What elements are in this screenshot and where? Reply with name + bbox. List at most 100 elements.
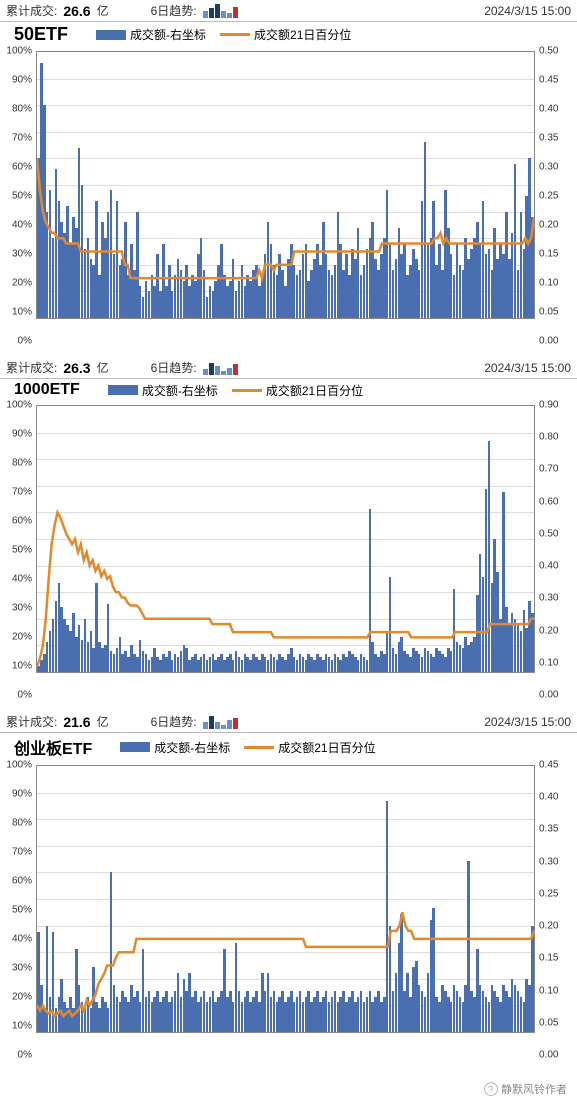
y-left-tick: 0% xyxy=(4,690,32,701)
spark-bar xyxy=(233,718,238,729)
y-left-tick: 40% xyxy=(4,934,32,945)
y-right-tick: 0.25 xyxy=(539,888,571,899)
bar xyxy=(531,613,534,672)
y-right-tick: 0.90 xyxy=(539,400,571,411)
bar-swatch-icon xyxy=(120,742,150,752)
y-left-tick: 30% xyxy=(4,249,32,260)
legend-bar-label: 成交额-右坐标 xyxy=(154,739,230,756)
y-right-tick: 0.00 xyxy=(539,690,571,701)
cum-unit: 亿 xyxy=(97,713,109,730)
bar-swatch-icon xyxy=(96,30,126,40)
chart-panel: 累计成交:26.3亿6日趋势:2024/3/15 15:001000ETF成交额… xyxy=(0,357,577,691)
cum-unit: 亿 xyxy=(97,2,109,19)
legend-line: 成交额21日百分位 xyxy=(232,382,363,399)
spark-bar xyxy=(221,725,226,729)
chart-title: 创业板ETF xyxy=(14,735,92,759)
y-left-tick: 80% xyxy=(4,104,32,115)
y-left-tick: 50% xyxy=(4,545,32,556)
spark-bar xyxy=(209,363,214,375)
spark-bar xyxy=(221,11,226,18)
y-right-tick: 0.40 xyxy=(539,792,571,803)
spark-bar xyxy=(209,8,214,18)
y-left-tick: 70% xyxy=(4,133,32,144)
y-left-tick: 90% xyxy=(4,75,32,86)
chart-area: 0%10%20%30%40%50%60%70%80%90%100%0.000.1… xyxy=(0,401,577,691)
y-left-tick: 70% xyxy=(4,847,32,858)
legend-line-label: 成交额21日百分位 xyxy=(266,382,363,399)
chart-panel: 累计成交:21.6亿6日趋势:2024/3/15 15:00创业板ETF成交额-… xyxy=(0,711,577,1051)
watermark-text: 静默风铃作者 xyxy=(501,1081,567,1097)
y-left-tick: 10% xyxy=(4,1021,32,1032)
cum-value: 26.3 xyxy=(63,360,90,376)
y-right-tick: 0.30 xyxy=(539,856,571,867)
timestamp: 2024/3/15 15:00 xyxy=(484,361,571,375)
plot xyxy=(36,51,535,319)
y-right-tick: 0.40 xyxy=(539,104,571,115)
spark-bar xyxy=(215,366,220,375)
y-left-tick: 60% xyxy=(4,876,32,887)
y-right-tick: 0.40 xyxy=(539,561,571,572)
chart-title: 50ETF xyxy=(14,24,68,45)
y-right-tick: 0.00 xyxy=(539,336,571,347)
y-right-tick: 0.00 xyxy=(539,1050,571,1061)
cum-label: 累计成交: xyxy=(6,2,57,19)
bar xyxy=(531,217,534,318)
y-left-tick: 0% xyxy=(4,1050,32,1061)
y-left-tick: 80% xyxy=(4,458,32,469)
y-right-tick: 0.30 xyxy=(539,593,571,604)
y-left-tick: 10% xyxy=(4,307,32,318)
y-right-tick: 0.80 xyxy=(539,432,571,443)
spark-bar xyxy=(203,369,208,375)
legend-bar: 成交额-右坐标 xyxy=(108,382,218,399)
spark-bar xyxy=(215,4,220,18)
bar-series xyxy=(37,766,534,1032)
y-right-tick: 0.10 xyxy=(539,657,571,668)
chart-area: 0%10%20%30%40%50%60%70%80%90%100%0.000.0… xyxy=(0,761,577,1051)
bar-series xyxy=(37,52,534,318)
y-left-tick: 90% xyxy=(4,429,32,440)
y-left-tick: 50% xyxy=(4,905,32,916)
cum-unit: 亿 xyxy=(97,359,109,376)
chart-area: 0%10%20%30%40%50%60%70%80%90%100%0.000.0… xyxy=(0,47,577,337)
spark-bar xyxy=(203,722,208,729)
line-swatch-icon xyxy=(220,33,250,36)
spark-bar xyxy=(215,722,220,729)
legend-bar-label: 成交额-右坐标 xyxy=(142,382,218,399)
y-right-tick: 0.20 xyxy=(539,220,571,231)
sparkline xyxy=(203,715,238,729)
y-right-tick: 0.20 xyxy=(539,921,571,932)
y-left-tick: 80% xyxy=(4,818,32,829)
y-right-tick: 0.10 xyxy=(539,278,571,289)
spark-bar xyxy=(233,7,238,18)
chart-title: 1000ETF xyxy=(14,381,80,399)
y-right-tick: 0.05 xyxy=(539,1017,571,1028)
y-right-tick: 0.25 xyxy=(539,191,571,202)
sparkline xyxy=(203,361,238,375)
cum-value: 26.6 xyxy=(63,3,90,19)
y-left-tick: 0% xyxy=(4,336,32,347)
timestamp: 2024/3/15 15:00 xyxy=(484,715,571,729)
spark-bar xyxy=(227,720,232,729)
y-right-tick: 0.50 xyxy=(539,46,571,57)
y-right-tick: 0.30 xyxy=(539,162,571,173)
y-left-tick: 40% xyxy=(4,574,32,585)
cum-value: 21.6 xyxy=(63,714,90,730)
trend-label: 6日趋势: xyxy=(151,359,197,376)
panel-header: 累计成交:21.6亿6日趋势:2024/3/15 15:00 xyxy=(0,711,577,732)
watermark: 静默风铃作者 xyxy=(484,1081,567,1097)
chart-panel: 累计成交:26.6亿6日趋势:2024/3/15 15:0050ETF成交额-右… xyxy=(0,0,577,337)
y-right-tick: 0.50 xyxy=(539,528,571,539)
y-right-tick: 0.70 xyxy=(539,464,571,475)
y-left-tick: 60% xyxy=(4,516,32,527)
plot xyxy=(36,405,535,673)
y-left-tick: 100% xyxy=(4,760,32,771)
title-row: 创业板ETF成交额-右坐标成交额21日百分位 xyxy=(0,732,577,761)
y-left-tick: 90% xyxy=(4,789,32,800)
legend-bar: 成交额-右坐标 xyxy=(96,26,206,43)
spark-bar xyxy=(203,11,208,18)
y-left-tick: 60% xyxy=(4,162,32,173)
legend-line: 成交额21日百分位 xyxy=(220,26,351,43)
y-left-tick: 30% xyxy=(4,603,32,614)
y-right-tick: 0.35 xyxy=(539,133,571,144)
legend-line-label: 成交额21日百分位 xyxy=(254,26,351,43)
